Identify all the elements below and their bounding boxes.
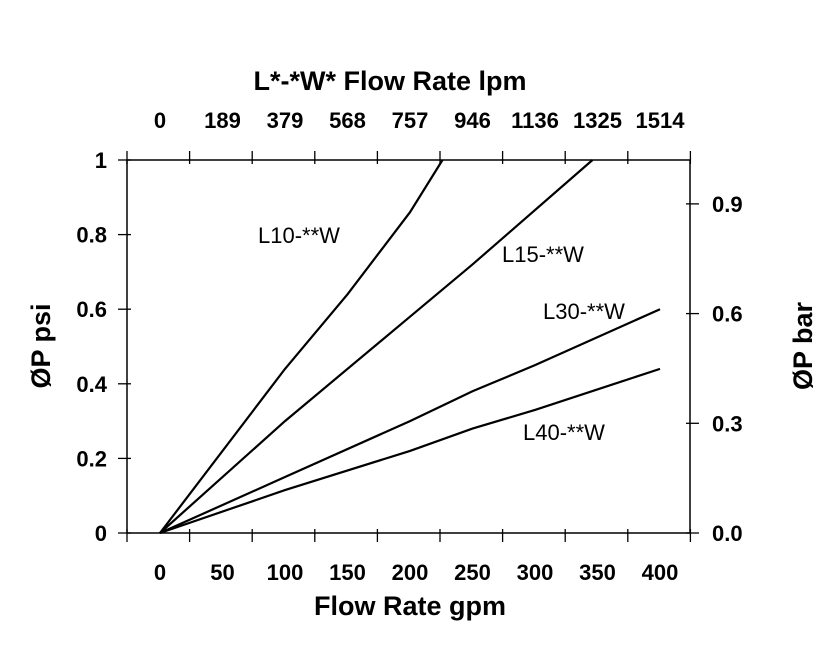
series-line-l15-w	[159, 159, 594, 534]
x2-tick-label: 1136	[511, 108, 559, 133]
y2-tick-label: 0.6	[712, 302, 743, 327]
x-tick-label: 400	[642, 560, 679, 585]
plot-frame	[126, 159, 691, 534]
series-line-l40-w	[159, 367, 661, 535]
series-label: L40-**W	[523, 420, 605, 445]
y2-tick-label: 0.0	[712, 521, 743, 546]
x-tick-label: 0	[154, 560, 166, 585]
y-tick-label: 0.4	[76, 372, 107, 397]
x2-tick-label: 189	[204, 108, 241, 133]
series-line-l10-w	[159, 159, 444, 534]
y2-tick-label: 0.3	[712, 411, 743, 436]
y-tick-label: 0.6	[76, 297, 107, 322]
x-tick-label: 50	[210, 560, 234, 585]
x2-tick-label: 1325	[573, 108, 622, 133]
series-line-l30-w	[159, 308, 661, 535]
y-tick-label: 0.2	[76, 446, 107, 471]
y-tick-label: 1	[95, 148, 107, 173]
x2-tick-label: 568	[329, 108, 366, 133]
x-tick-label: 150	[329, 560, 366, 585]
y-tick-label: 0.8	[76, 223, 107, 248]
x2-tick-label: 1514	[636, 108, 686, 133]
series-label: L15-**W	[502, 242, 584, 267]
y2-axis-label: ØP bar	[788, 301, 818, 390]
x2-tick-label: 0	[154, 108, 166, 133]
x-tick-label: 250	[454, 560, 491, 585]
x-axis-label: Flow Rate gpm	[314, 591, 506, 621]
y-axis-label: ØP psi	[26, 303, 56, 388]
x-tick-label: 350	[579, 560, 616, 585]
x-tick-label: 100	[267, 560, 304, 585]
y-tick-label: 0	[95, 521, 107, 546]
chart-title: L*-*W* Flow Rate lpm	[253, 66, 526, 96]
x-tick-label: 300	[517, 560, 554, 585]
x2-tick-label: 946	[454, 108, 491, 133]
x-tick-label: 200	[392, 560, 429, 585]
x2-tick-label: 379	[267, 108, 304, 133]
y2-tick-label: 0.9	[712, 192, 743, 217]
series-label: L30-**W	[543, 299, 625, 324]
series-label: L10-**W	[258, 223, 340, 248]
x2-tick-label: 757	[392, 108, 429, 133]
